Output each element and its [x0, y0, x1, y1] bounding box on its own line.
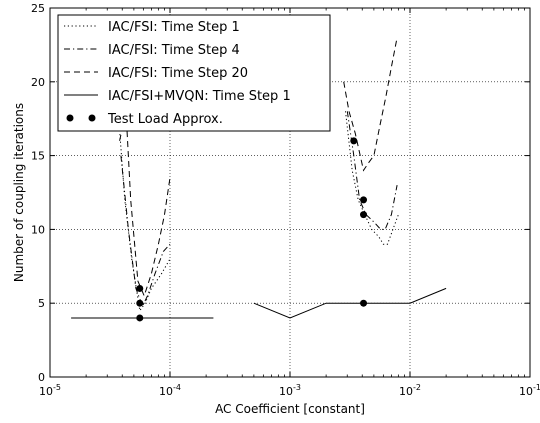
x-tick-label: 10-5 — [39, 383, 61, 398]
test-load-marker — [360, 211, 368, 219]
series-line-2 — [346, 111, 398, 230]
legend-label: IAC/FSI: Time Step 20 — [108, 66, 248, 81]
markers-layer — [136, 137, 368, 322]
y-tick-label: 5 — [38, 297, 45, 310]
test-load-marker — [360, 196, 368, 204]
y-tick-label: 20 — [31, 76, 45, 89]
legend-label: IAC/FSI: Time Step 4 — [108, 43, 240, 58]
test-load-marker — [350, 137, 358, 145]
series-line-1 — [345, 111, 399, 245]
series-layer — [71, 37, 447, 319]
y-tick-label: 0 — [38, 371, 45, 384]
legend-label: IAC/FSI+MVQN: Time Step 1 — [108, 89, 291, 104]
test-load-marker — [136, 284, 144, 292]
y-tick-label: 25 — [31, 2, 45, 15]
x-axis-label: AC Coefficient [constant] — [215, 402, 365, 416]
test-load-marker — [136, 299, 144, 307]
legend-label: IAC/FSI: Time Step 1 — [108, 20, 240, 35]
legend-box — [57, 14, 331, 132]
test-load-marker — [136, 314, 144, 322]
ticks: 10-5 10-4 10-3 10-2 10-1 0 5 10 15 20 25 — [31, 2, 540, 398]
x-tick-label: 10-4 — [159, 383, 181, 398]
x-tick-label: 10-2 — [399, 383, 421, 398]
series-line-3 — [119, 111, 171, 298]
y-tick-label: 10 — [31, 223, 45, 236]
x-tick-label: 10-3 — [279, 383, 301, 398]
legend-label: Test Load Approx. — [107, 112, 223, 127]
series-line-2 — [120, 155, 171, 308]
test-load-marker — [360, 299, 368, 307]
legend-marker — [88, 114, 96, 122]
series-line-4 — [253, 287, 447, 319]
y-tick-label: 15 — [31, 150, 45, 163]
y-axis-label: Number of coupling iterations — [12, 103, 26, 282]
legend: IAC/FSI: Time Step 1 IAC/FSI: Time Step 4… — [57, 14, 331, 132]
legend-marker — [66, 114, 74, 122]
series-line-3 — [343, 37, 398, 172]
x-tick-label: 10-1 — [519, 383, 540, 398]
